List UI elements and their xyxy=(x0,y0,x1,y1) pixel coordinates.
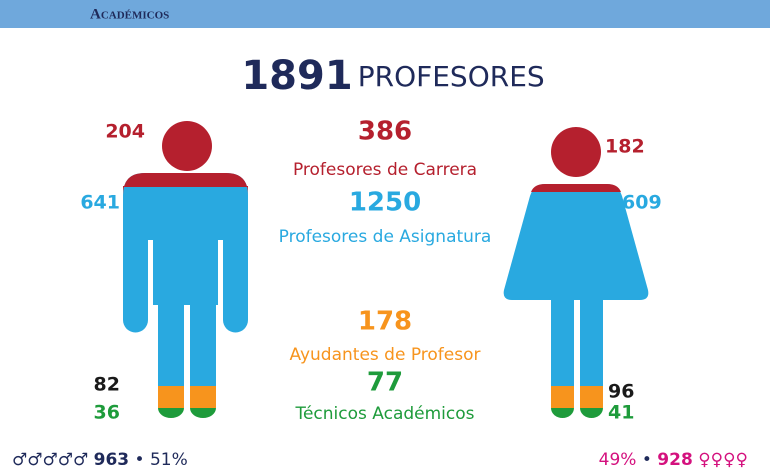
tecnicos-total: 77 xyxy=(367,368,403,398)
male-separator: • xyxy=(135,450,145,470)
male-footer: ♂♂♂♂♂ 963 • 51% xyxy=(12,450,188,470)
female-count: 928 xyxy=(657,450,693,470)
female-carrera: 182 xyxy=(605,136,645,158)
ayudantes-label: Ayudantes de Profesor xyxy=(290,345,481,365)
male-asignatura: 641 xyxy=(80,192,120,214)
header-bar xyxy=(0,0,770,28)
male-ayudantes: 82 xyxy=(94,374,120,396)
male-percent: 51% xyxy=(150,450,188,470)
female-asignatura: 609 xyxy=(622,192,662,214)
female-ayudantes: 96 xyxy=(608,381,634,403)
asignatura-total: 1250 xyxy=(349,188,421,218)
male-figure xyxy=(123,121,248,418)
female-symbols: ♀♀♀♀ xyxy=(698,450,748,470)
total: 1891 PROFESORES xyxy=(241,53,544,99)
female-figure xyxy=(503,127,649,418)
male-symbols: ♂♂♂♂♂ xyxy=(12,450,88,470)
header-title: Académicos xyxy=(90,6,169,22)
female-footer: 49% • 928 ♀♀♀♀ xyxy=(599,450,748,470)
asignatura-label: Profesores de Asignatura xyxy=(279,227,492,247)
male-tecnicos: 36 xyxy=(94,402,120,424)
male-count: 963 xyxy=(94,450,130,470)
total-value: 1891 xyxy=(241,53,352,99)
female-separator: • xyxy=(642,450,652,470)
carrera-label: Profesores de Carrera xyxy=(293,160,477,180)
female-percent: 49% xyxy=(599,450,637,470)
total-label: PROFESORES xyxy=(358,60,545,93)
female-tecnicos: 41 xyxy=(608,402,634,424)
tecnicos-label: Técnicos Académicos xyxy=(294,404,474,424)
male-carrera: 204 xyxy=(105,121,145,143)
carrera-total: 386 xyxy=(358,117,412,147)
ayudantes-total: 178 xyxy=(358,307,412,337)
